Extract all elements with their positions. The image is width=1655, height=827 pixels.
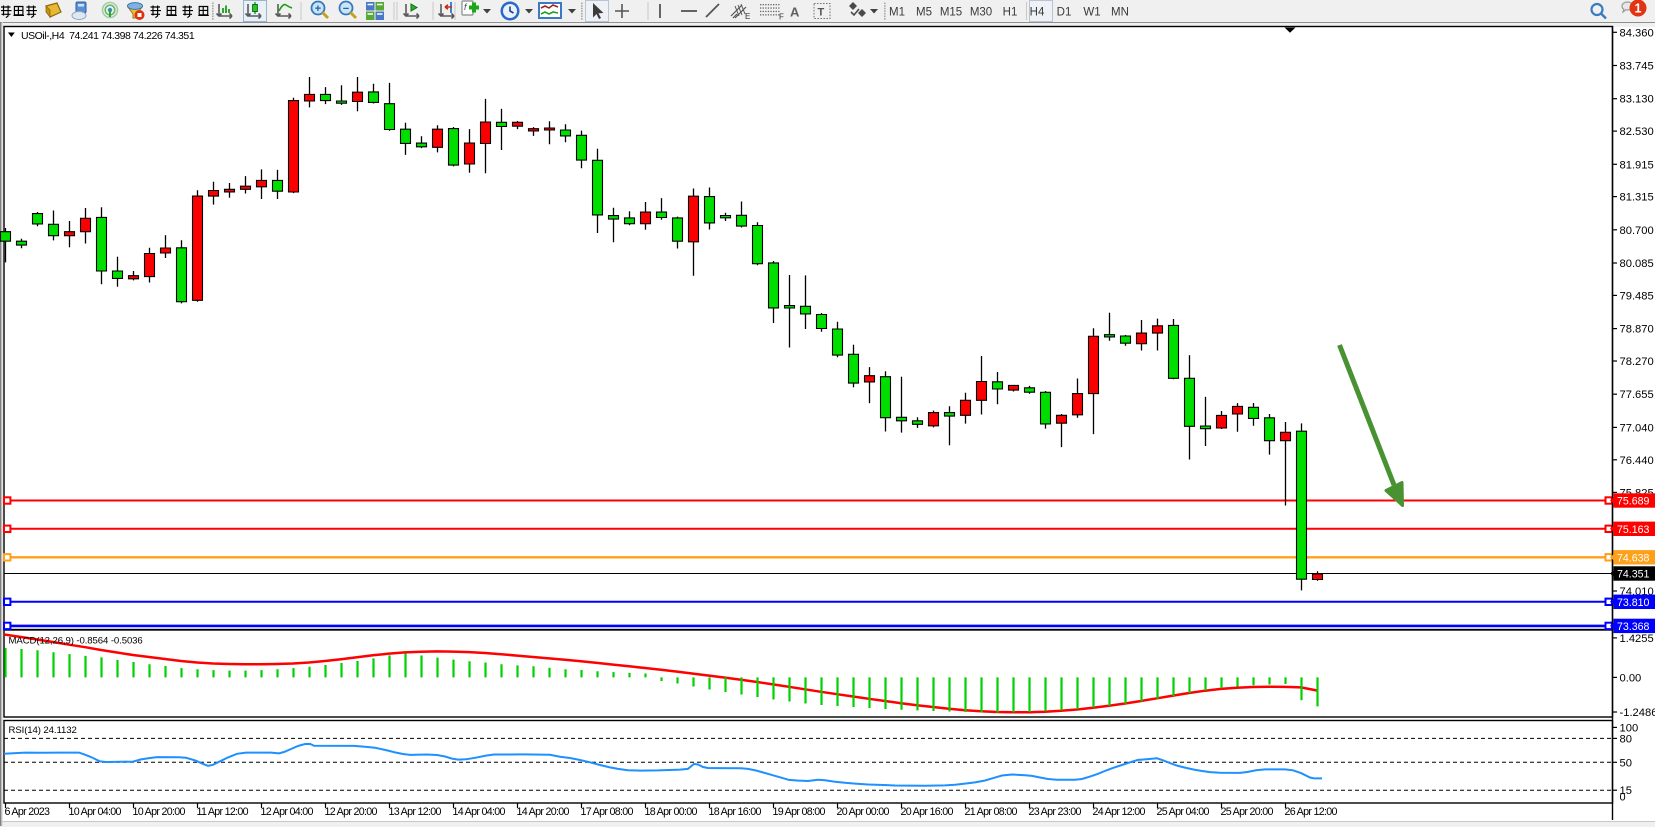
svg-text:M1: M1 [889, 7, 905, 19]
svg-text:0: 0 [1620, 792, 1626, 804]
svg-text:−: − [343, 3, 349, 15]
svg-text:RSI(14) 24.1132: RSI(14) 24.1132 [9, 725, 77, 736]
svg-text:12 Apr 04:00: 12 Apr 04:00 [261, 806, 314, 818]
svg-text:78.270: 78.270 [1620, 356, 1654, 368]
svg-text:USOil-,H4 74.241 74.398 74.22: USOil-,H4 74.241 74.398 74.226 74.351 [21, 30, 195, 42]
svg-text:A: A [790, 5, 800, 20]
svg-text:78.870: 78.870 [1620, 324, 1654, 336]
svg-text:M15: M15 [940, 7, 962, 19]
svg-text:13 Apr 12:00: 13 Apr 12:00 [389, 806, 442, 818]
svg-text:50: 50 [1620, 757, 1632, 769]
svg-text:14 Apr 20:00: 14 Apr 20:00 [517, 806, 570, 818]
svg-text:77.655: 77.655 [1620, 389, 1654, 401]
svg-text:20 Apr 16:00: 20 Apr 16:00 [901, 806, 954, 818]
svg-text:E: E [745, 12, 750, 21]
svg-text:80.085: 80.085 [1620, 258, 1654, 270]
svg-text:H4: H4 [1030, 7, 1045, 19]
svg-text:12 Apr 20:00: 12 Apr 20:00 [325, 806, 378, 818]
svg-text:0.00: 0.00 [1620, 672, 1642, 684]
svg-text:10 Apr 20:00: 10 Apr 20:00 [133, 806, 186, 818]
svg-text:74.638: 74.638 [1617, 552, 1650, 564]
svg-text:74.351: 74.351 [1617, 569, 1650, 581]
svg-text:19 Apr 08:00: 19 Apr 08:00 [773, 806, 826, 818]
svg-text:T: T [818, 7, 825, 19]
svg-text:75.689: 75.689 [1617, 496, 1650, 508]
svg-text:10 Apr 04:00: 10 Apr 04:00 [69, 806, 122, 818]
svg-text:76.440: 76.440 [1620, 455, 1654, 467]
svg-text:1: 1 [1635, 2, 1642, 16]
svg-text:1.4255: 1.4255 [1620, 633, 1654, 645]
svg-text:25 Apr 04:00: 25 Apr 04:00 [1157, 806, 1210, 818]
svg-text:MACD(12,26,9) -0.8564 -0.5036: MACD(12,26,9) -0.8564 -0.5036 [9, 636, 143, 647]
svg-text:M30: M30 [970, 7, 992, 19]
svg-text:H1: H1 [1003, 7, 1018, 19]
svg-text:23 Apr 23:00: 23 Apr 23:00 [1029, 806, 1082, 818]
svg-text:21 Apr 08:00: 21 Apr 08:00 [965, 806, 1018, 818]
svg-text:75.163: 75.163 [1617, 524, 1650, 536]
svg-text:83.130: 83.130 [1620, 94, 1654, 106]
svg-text:D1: D1 [1057, 7, 1072, 19]
svg-text:18 Apr 16:00: 18 Apr 16:00 [709, 806, 762, 818]
svg-text:-1.2486: -1.2486 [1620, 707, 1655, 719]
svg-text:14 Apr 04:00: 14 Apr 04:00 [453, 806, 506, 818]
svg-text:80.700: 80.700 [1620, 225, 1654, 237]
svg-text:24 Apr 12:00: 24 Apr 12:00 [1093, 806, 1146, 818]
svg-text:25 Apr 20:00: 25 Apr 20:00 [1221, 806, 1274, 818]
svg-text:MN: MN [1111, 7, 1129, 19]
svg-text:18 Apr 00:00: 18 Apr 00:00 [645, 806, 698, 818]
svg-text:73.810: 73.810 [1617, 597, 1650, 609]
svg-text:6 Apr 2023: 6 Apr 2023 [5, 806, 50, 818]
svg-text:83.745: 83.745 [1620, 61, 1654, 73]
svg-text:81.315: 81.315 [1620, 192, 1654, 204]
svg-text:20 Apr 00:00: 20 Apr 00:00 [837, 806, 890, 818]
svg-text:79.485: 79.485 [1620, 290, 1654, 302]
svg-text:77.040: 77.040 [1620, 422, 1654, 434]
svg-text:+: + [315, 3, 321, 15]
svg-text:W1: W1 [1083, 7, 1100, 19]
svg-text:81.915: 81.915 [1620, 159, 1654, 171]
svg-text:F: F [779, 13, 784, 22]
svg-text:M5: M5 [916, 7, 932, 19]
svg-text:80: 80 [1620, 733, 1632, 745]
svg-text:17 Apr 08:00: 17 Apr 08:00 [581, 806, 634, 818]
svg-text:82.530: 82.530 [1620, 126, 1654, 138]
svg-text:26 Apr 12:00: 26 Apr 12:00 [1285, 806, 1338, 818]
svg-text:84.360: 84.360 [1620, 27, 1654, 39]
svg-text:11 Apr 12:00: 11 Apr 12:00 [197, 806, 249, 818]
svg-text:73.368: 73.368 [1617, 621, 1650, 633]
